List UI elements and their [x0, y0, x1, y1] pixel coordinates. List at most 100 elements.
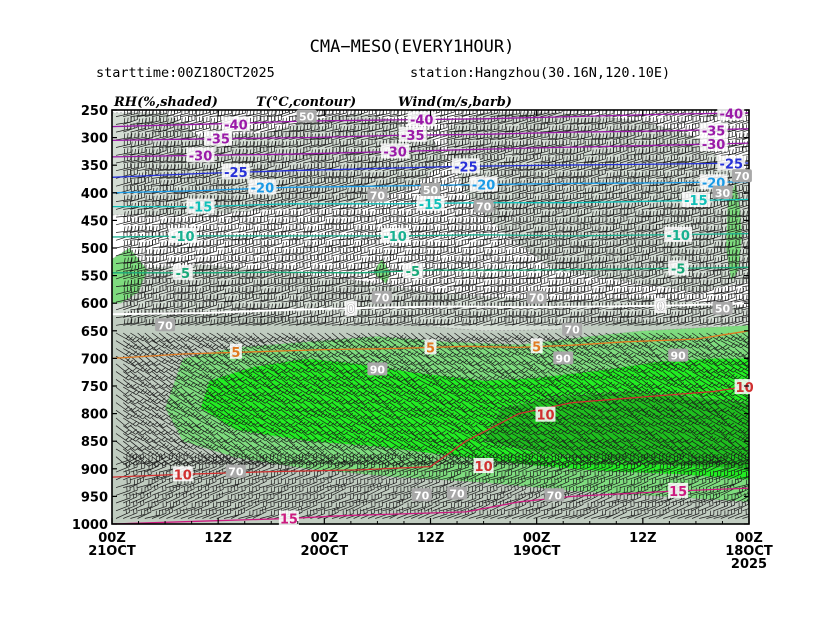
- wind-barb: [533, 117, 550, 125]
- temperature-label: -5: [176, 267, 190, 282]
- rh-contour-label: 70: [228, 466, 244, 479]
- wind-barb: [583, 133, 601, 141]
- wind-barb: [252, 122, 268, 133]
- x-tick-label: 2025: [731, 557, 767, 572]
- wind-barb: [511, 110, 529, 117]
- temperature-label: -5: [406, 265, 420, 280]
- wind-barb: [655, 114, 671, 125]
- wind-barb: [123, 114, 138, 125]
- y-tick-label: 850: [81, 435, 108, 450]
- y-tick-label: 450: [81, 214, 108, 229]
- wind-barb: [187, 115, 204, 125]
- temperature-label: 0: [346, 303, 355, 318]
- wind-barb: [677, 114, 693, 125]
- header-wind-label: Wind(m/s,barb): [398, 95, 512, 110]
- rh-contour-label: 70: [564, 324, 580, 337]
- y-tick-label: 600: [81, 297, 108, 312]
- y-tick-label: 350: [81, 159, 108, 174]
- wind-barb: [627, 114, 642, 125]
- wind-barb: [497, 125, 514, 133]
- temperature-label: -15: [684, 194, 708, 209]
- rh-contour-label: 90: [671, 350, 687, 363]
- wind-barb: [115, 132, 132, 141]
- chart-title: CMA−MESO(EVERY1HOUR): [310, 37, 515, 57]
- y-tick-label: 300: [81, 132, 108, 147]
- wind-barb: [317, 122, 333, 133]
- temperature-label: 5: [532, 340, 541, 355]
- wind-barb: [144, 130, 160, 141]
- wind-barb: [123, 132, 139, 141]
- header-rh-label: RH(%,shaded): [113, 95, 218, 110]
- wind-barb: [324, 123, 341, 133]
- wind-barb: [562, 110, 578, 117]
- y-tick-label: 800: [81, 408, 108, 423]
- temperature-label: -20: [251, 181, 275, 196]
- y-tick-label: 400: [81, 187, 108, 202]
- wind-barb: [634, 116, 650, 125]
- wind-barb: [540, 116, 557, 125]
- x-tick-label: 12Z: [629, 531, 657, 546]
- wind-barb: [605, 131, 622, 141]
- wind-barb: [490, 124, 507, 133]
- temperature-label: 15: [280, 513, 298, 528]
- rh-contour-label: 70: [547, 489, 563, 502]
- temperature-label: -10: [666, 229, 690, 244]
- y-tick-label: 700: [81, 352, 108, 367]
- header-temperature-label: T(°C,contour): [256, 95, 356, 110]
- wind-barb: [511, 123, 527, 133]
- wind-barb: [576, 117, 593, 125]
- temperature-label: -35: [206, 133, 230, 148]
- wind-barb: [547, 124, 564, 133]
- wind-barb: [130, 123, 146, 133]
- y-tick-label: 750: [81, 380, 108, 395]
- wind-barb: [468, 124, 485, 133]
- wind-barb: [367, 123, 383, 133]
- x-tick-label: 12Z: [204, 531, 232, 546]
- y-tick-label: 250: [81, 104, 108, 119]
- wind-barb: [663, 115, 679, 125]
- wind-barb: [533, 122, 549, 133]
- y-tick-label: 550: [81, 270, 108, 285]
- temperature-label: -5: [671, 262, 685, 277]
- wind-barb: [742, 129, 749, 133]
- wind-barb: [274, 131, 290, 141]
- wind-barb: [555, 124, 571, 133]
- wind-barb: [295, 123, 312, 133]
- temperature-label: -30: [383, 145, 407, 160]
- wind-barb: [540, 133, 557, 141]
- wind-barb: [612, 131, 628, 141]
- wind-barb: [432, 122, 448, 133]
- temperature-label: 10: [736, 381, 754, 396]
- wind-barb: [483, 123, 499, 133]
- y-tick-label: 900: [81, 463, 108, 478]
- temperature-label: -20: [472, 179, 496, 194]
- x-tick-label: 20OCT: [301, 544, 349, 559]
- rh-contour-label: 70: [734, 170, 750, 183]
- wind-barb: [274, 123, 290, 133]
- wind-barb: [151, 116, 168, 125]
- y-tick-label: 950: [81, 490, 108, 505]
- x-tick-label: 19OCT: [513, 544, 561, 559]
- wind-barb: [461, 123, 477, 133]
- wind-barb: [540, 125, 557, 133]
- wind-barb: [684, 115, 700, 125]
- wind-barb: [137, 116, 154, 125]
- x-tick-label: 21OCT: [88, 544, 136, 559]
- wind-barb: [180, 114, 196, 125]
- temperature-label: -25: [224, 166, 248, 181]
- wind-barb: [562, 117, 579, 125]
- temperature-label: 5: [231, 346, 240, 361]
- rh-contour-label: 70: [370, 190, 386, 203]
- y-tick-label: 500: [81, 242, 108, 257]
- wind-barb: [641, 116, 658, 125]
- temperature-label: -15: [189, 201, 213, 216]
- temperature-label: -30: [702, 138, 726, 153]
- wind-barb: [303, 124, 319, 133]
- temperature-label: -10: [171, 230, 195, 245]
- wind-barb: [612, 116, 629, 125]
- chart-subtitle-starttime: starttime:00Z18OCT2025: [96, 65, 275, 81]
- wind-barb: [562, 131, 578, 141]
- rh-contour-label: 50: [423, 184, 439, 197]
- temperature-label: -40: [720, 107, 744, 122]
